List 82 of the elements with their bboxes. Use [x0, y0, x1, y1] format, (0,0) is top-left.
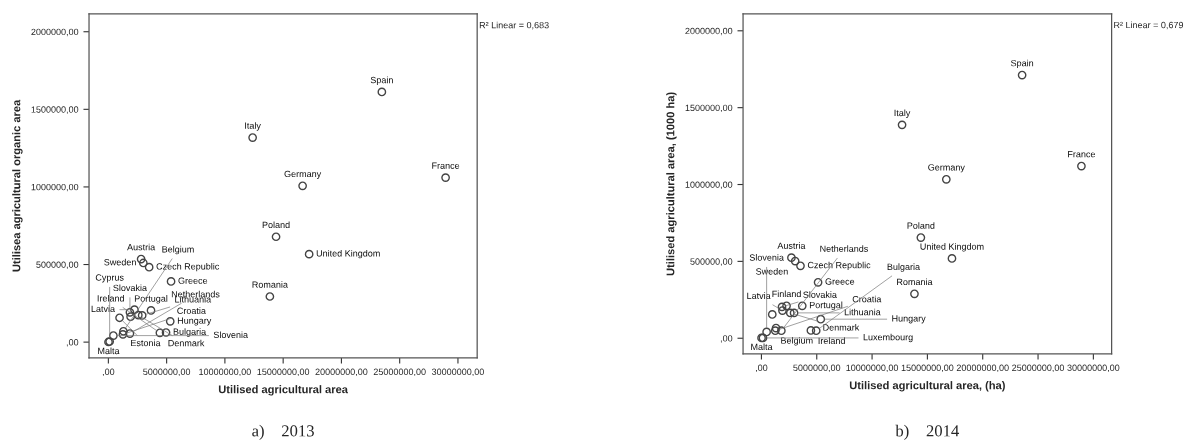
x-tick-label: 15000000,00 — [901, 364, 954, 373]
text: R² Linear = 0,683 — [479, 21, 549, 30]
annotation: Ireland — [97, 294, 124, 302]
x-tick-label: 15000000,00 — [257, 368, 310, 377]
annotation: Croatia — [177, 307, 206, 314]
y-tick-label: 500000,00 — [36, 261, 79, 269]
annotation: Denmark — [823, 324, 860, 331]
x-tick-label: 10000000,00 — [199, 368, 251, 377]
annotation: Greece — [825, 278, 855, 285]
annotation: Croatia — [852, 295, 882, 303]
x-axis-title: Utilised agricultural area — [218, 385, 349, 396]
y-axis-title: Utilisea agricultural organic area — [12, 99, 23, 272]
annotation: Finland — [772, 290, 801, 298]
x-tick-label: 30000000,00 — [1067, 364, 1120, 373]
y-tick-label: 1000000,00 — [685, 181, 733, 189]
x-tick-label: 25000000,00 — [373, 368, 426, 377]
x-tick-label: ,00 — [102, 368, 115, 377]
annotation: Estonia — [131, 339, 161, 347]
annotation: United Kingdom — [920, 243, 984, 252]
annotation: Latvia — [91, 305, 116, 313]
x-tick-label: 20000000,00 — [956, 364, 1009, 373]
annotation: France — [432, 162, 460, 169]
annotation: Cyprus — [95, 274, 124, 283]
annotation: Italy — [245, 122, 261, 131]
annotation: Bulgaria — [173, 328, 207, 337]
annotation: Bulgaria — [887, 263, 921, 272]
x-tick-label: 10000000,00 — [846, 364, 899, 373]
y-tick-label: 1500000,00 — [31, 106, 79, 114]
annotation: Slovenia — [213, 331, 249, 339]
annotation: United Kingdom — [316, 249, 380, 259]
annotation: Belgium — [162, 245, 194, 255]
annotation: Sweden — [104, 258, 136, 266]
annotation: Poland — [907, 222, 935, 229]
annotation: Sweden — [756, 268, 788, 275]
annotation: Latvia — [747, 292, 771, 299]
x-tick-label: ,00 — [755, 364, 768, 373]
x-tick-label: 5000000,00 — [793, 364, 841, 373]
x-tick-label: 30000000,00 — [431, 368, 484, 377]
y-tick-label: ,00 — [66, 339, 79, 347]
annotation: Slovakia — [113, 284, 147, 292]
text: R² Linear = 0,679 — [1114, 21, 1184, 30]
y-tick-label: 500000,00 — [690, 258, 733, 266]
annotation: Portugal — [134, 295, 168, 304]
annotation: Ireland — [818, 337, 845, 344]
y-tick-label: 2000000,00 — [685, 27, 733, 36]
text: b) 2014 — [895, 424, 960, 440]
annotation: Slovenia — [749, 254, 784, 261]
annotation: Romania — [252, 281, 288, 288]
annotation: Denmark — [168, 339, 205, 347]
annotation: Hungary — [177, 317, 212, 326]
annotation: Lithuania — [844, 308, 881, 316]
x-tick-label: 5000000,00 — [143, 368, 191, 377]
annotation: Belgium — [781, 337, 813, 346]
y-tick-label: 2000000,00 — [31, 28, 79, 37]
annotation: Spain — [1010, 59, 1034, 69]
annotation: Austria — [127, 243, 156, 251]
annotation: Austria — [777, 242, 806, 249]
annotation: France — [1068, 151, 1096, 158]
annotation: Czech Republic — [807, 261, 871, 271]
y-tick-label: ,00 — [720, 335, 733, 343]
annotation: Germany — [928, 164, 965, 173]
x-tick-label: 20000000,00 — [315, 368, 368, 377]
annotation: Malta — [98, 347, 120, 355]
annotation: Greece — [178, 277, 208, 284]
annotation: Italy — [894, 109, 911, 118]
y-axis-title: Utilised agricultural area, (1000 ha) — [666, 92, 677, 276]
annotation: Luxembourg — [863, 333, 913, 343]
annotation: Romania — [897, 278, 933, 286]
annotation: Slovakia — [803, 291, 837, 298]
annotation: Spain — [370, 76, 393, 86]
y-tick-label: 1000000,00 — [31, 183, 79, 192]
annotation: Germany — [284, 170, 322, 179]
text: a) 2013 — [252, 424, 314, 440]
annotation: Malta — [751, 343, 773, 351]
x-axis-title: Utilised agricultural area, (ha) — [849, 381, 1005, 392]
y-tick-label: 1500000,00 — [685, 104, 733, 113]
annotation: Hungary — [892, 315, 926, 324]
annotation: Czech Republic — [156, 262, 220, 272]
annotation: Netherlands — [820, 245, 868, 252]
annotation: Poland — [262, 221, 290, 229]
annotation: Portugal — [809, 301, 843, 311]
x-tick-label: 25000000,00 — [1012, 364, 1065, 373]
